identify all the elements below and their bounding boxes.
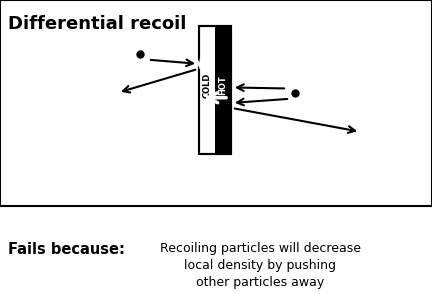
Text: Recoiling particles will decrease
local density by pushing
other particles away: Recoiling particles will decrease local …: [159, 242, 360, 289]
Bar: [215, 26, 231, 154]
Bar: [199, 26, 231, 154]
Text: Fails because:: Fails because:: [8, 242, 125, 258]
Bar: [199, 26, 231, 154]
Text: COLD: COLD: [203, 72, 212, 98]
Text: Differential recoil: Differential recoil: [8, 15, 186, 34]
Text: HOT: HOT: [219, 75, 228, 95]
